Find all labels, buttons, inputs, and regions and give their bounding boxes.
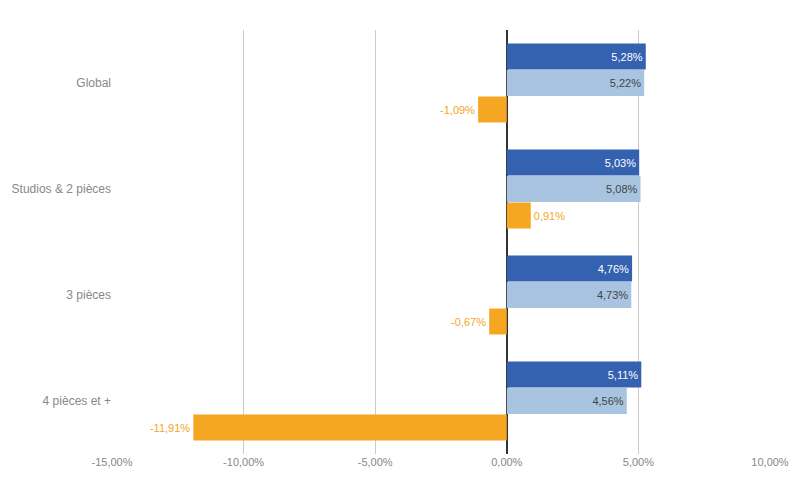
svg-text:0,00%: 0,00% <box>491 456 522 468</box>
svg-text:-11,91%: -11,91% <box>150 422 190 434</box>
svg-text:4 pièces et +: 4 pièces et + <box>43 394 111 408</box>
svg-text:5,08%: 5,08% <box>606 183 637 195</box>
svg-text:Global: Global <box>76 76 111 90</box>
svg-text:-0,67%: -0,67% <box>451 316 486 328</box>
svg-text:-10,00%: -10,00% <box>223 456 264 468</box>
svg-text:5,11%: 5,11% <box>608 369 639 381</box>
svg-text:-1,09%: -1,09% <box>440 104 475 116</box>
svg-text:5,28%: 5,28% <box>611 51 642 63</box>
svg-text:5,22%: 5,22% <box>610 77 641 89</box>
svg-text:-5,00%: -5,00% <box>358 456 393 468</box>
svg-text:4,76%: 4,76% <box>598 263 629 275</box>
svg-text:-15,00%: -15,00% <box>92 456 133 468</box>
svg-text:4,73%: 4,73% <box>597 289 628 301</box>
svg-text:10,00%: 10,00% <box>751 456 789 468</box>
svg-text:0,91%: 0,91% <box>534 210 565 222</box>
svg-text:3 pièces: 3 pièces <box>66 288 111 302</box>
svg-text:5,00%: 5,00% <box>623 456 654 468</box>
svg-text:Studios & 2 pièces: Studios & 2 pièces <box>12 182 111 196</box>
svg-text:4,56%: 4,56% <box>592 395 623 407</box>
svg-text:5,03%: 5,03% <box>605 157 636 169</box>
